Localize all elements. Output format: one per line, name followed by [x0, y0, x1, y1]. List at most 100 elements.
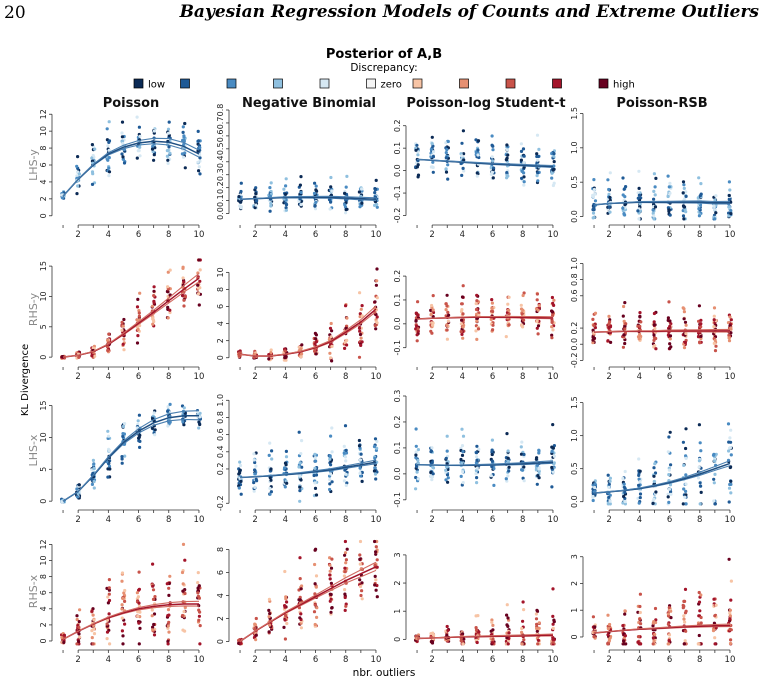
data-point [653, 462, 657, 466]
data-point [490, 450, 494, 454]
data-point [727, 197, 731, 201]
x-tick-label: 10 [371, 515, 382, 525]
data-point [330, 426, 334, 430]
data-point [121, 155, 125, 159]
data-point [682, 617, 686, 621]
data-point [60, 195, 64, 199]
data-point [522, 479, 526, 483]
data-point [120, 320, 124, 324]
y-tick-label: 0.5 [570, 462, 579, 475]
data-point [120, 120, 125, 124]
data-point [521, 293, 525, 298]
data-point [270, 449, 274, 453]
data-point [196, 129, 200, 133]
data-point [462, 152, 466, 156]
data-point [120, 135, 124, 139]
data-point [506, 302, 510, 306]
data-point [592, 187, 597, 192]
data-point [606, 473, 610, 477]
data-point [638, 324, 642, 328]
data-point [429, 474, 433, 478]
data-point [167, 613, 171, 617]
data-point [299, 347, 303, 351]
data-point [622, 333, 626, 337]
data-point [183, 166, 187, 170]
data-point [492, 166, 496, 170]
data-point [283, 485, 287, 489]
data-point [106, 158, 110, 162]
data-point [683, 340, 688, 345]
data-point [534, 612, 539, 616]
data-point [373, 188, 377, 192]
data-point [652, 189, 656, 193]
y-tick-label: 0.5 [216, 142, 225, 155]
data-point [506, 456, 510, 460]
panel: 0 1 2 3 2 4 6 8 10 [570, 554, 735, 665]
data-point [684, 454, 688, 458]
data-point [328, 577, 332, 581]
data-point [682, 310, 687, 314]
data-point [653, 326, 657, 331]
data-point [315, 189, 319, 193]
data-point [267, 453, 271, 457]
data-point [91, 642, 95, 646]
data-point [474, 451, 479, 455]
data-point [461, 129, 465, 133]
data-point [239, 181, 243, 185]
data-point [683, 620, 687, 624]
data-point [314, 184, 318, 188]
data-point [652, 639, 656, 643]
data-point [165, 289, 169, 294]
data-point [683, 587, 688, 592]
data-point [166, 127, 171, 131]
data-point [537, 626, 541, 630]
data-point [181, 420, 185, 424]
y-tick-label: 0 [39, 355, 48, 360]
data-point [606, 633, 610, 637]
data-point [284, 192, 288, 196]
y-tick-label: 0.4 [216, 155, 225, 168]
data-point [622, 494, 626, 499]
data-point [507, 312, 511, 316]
data-point [329, 463, 333, 467]
data-point [711, 629, 716, 633]
data-point [197, 420, 201, 424]
data-point [196, 571, 200, 575]
data-point [429, 147, 433, 151]
data-point [374, 283, 378, 287]
data-point [520, 440, 524, 444]
x-tick-label: 4 [637, 515, 642, 525]
data-point [536, 179, 540, 183]
row-label: RHS-y [27, 292, 40, 326]
data-point [653, 606, 658, 611]
x-tick-label: 6 [490, 655, 495, 665]
data-point [431, 465, 435, 469]
data-point [728, 188, 732, 192]
data-point [414, 311, 418, 315]
data-point [681, 191, 685, 195]
data-point [416, 153, 420, 157]
data-point [108, 642, 112, 646]
data-point [606, 627, 611, 631]
data-point [198, 146, 202, 150]
x-tick-label: 10 [371, 230, 382, 240]
data-point [299, 203, 303, 207]
data-point [344, 604, 348, 608]
data-point [414, 453, 418, 457]
data-point [444, 156, 448, 160]
data-point [197, 139, 201, 143]
data-point [461, 642, 465, 646]
data-point [668, 342, 672, 346]
scatter-points [60, 258, 202, 360]
x-tick-label: 6 [136, 230, 141, 240]
data-point [684, 482, 688, 486]
data-point [298, 577, 302, 581]
data-point [253, 485, 257, 489]
data-point [166, 131, 171, 135]
data-point [727, 500, 731, 504]
data-point [415, 464, 419, 469]
data-point [358, 557, 362, 562]
data-point [550, 309, 554, 313]
data-point [138, 134, 142, 138]
